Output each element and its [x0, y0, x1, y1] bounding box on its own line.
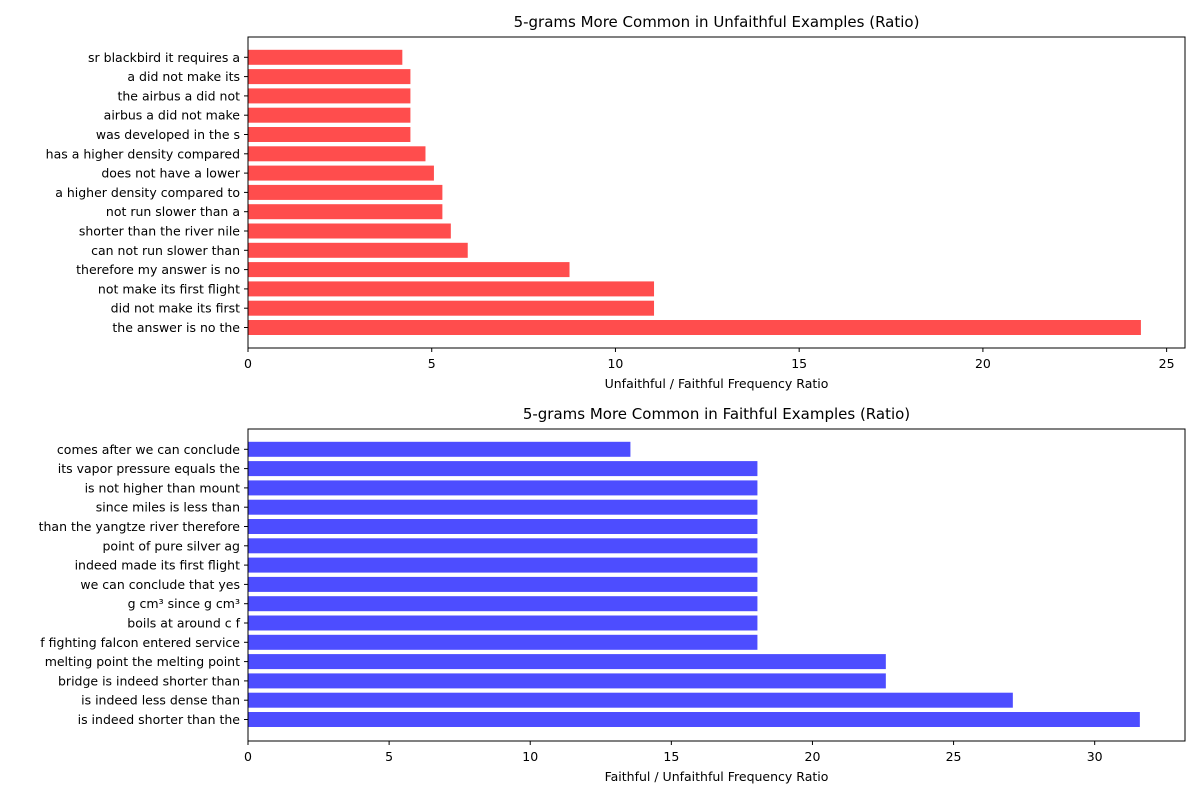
category-label: shorter than the river nile [79, 224, 240, 239]
category-label: since miles is less than [96, 500, 240, 515]
category-label: we can conclude that yes [80, 577, 240, 592]
x-axis-label: Faithful / Unfaithful Frequency Ratio [605, 769, 829, 784]
x-tick-label: 5 [385, 749, 393, 764]
category-label: g cm³ since g cm³ [128, 596, 240, 611]
bar [248, 634, 758, 650]
plot-frame [247, 428, 1186, 742]
category-label: bridge is indeed shorter than [58, 673, 240, 688]
x-axis-label: Unfaithful / Faithful Frequency Ratio [605, 376, 829, 391]
category-label: point of pure silver ag [102, 538, 240, 553]
bar [248, 441, 631, 457]
bar [248, 242, 468, 258]
chart-title: 5-grams More Common in Unfaithful Exampl… [514, 13, 920, 31]
category-label: has a higher density compared [46, 146, 240, 161]
bar [248, 49, 403, 65]
category-label: is indeed less dense than [81, 693, 240, 708]
category-label: therefore my answer is no [76, 262, 240, 277]
category-label: comes after we can conclude [57, 442, 240, 457]
x-tick-label: 25 [1159, 356, 1175, 371]
x-tick-label: 20 [975, 356, 991, 371]
bar [248, 480, 758, 496]
category-label: airbus a did not make [104, 108, 241, 123]
category-label: does not have a lower [101, 166, 241, 181]
bars-group [248, 49, 1141, 335]
unfaithful-ratio-chart: 5-grams More Common in Unfaithful Exampl… [46, 13, 1186, 391]
bar [248, 127, 411, 142]
category-label: is indeed shorter than the [78, 712, 241, 727]
bar [248, 165, 434, 181]
x-tick-label: 10 [607, 356, 623, 371]
category-label: can not run slower than [91, 243, 240, 258]
bar [248, 223, 451, 239]
bar [248, 557, 758, 573]
x-tick-label: 0 [244, 356, 252, 371]
bar [248, 654, 886, 670]
bar [248, 300, 655, 316]
bar [248, 320, 1141, 335]
bar [248, 499, 758, 515]
bar [248, 692, 1013, 708]
category-label: was developed in the s [96, 127, 240, 142]
x-tick-label: 15 [791, 356, 807, 371]
category-labels: the answer is no the did not make its fir… [46, 50, 248, 335]
x-tick-label: 10 [522, 749, 538, 764]
category-label: is not higher than mount [85, 480, 241, 495]
bar [248, 69, 411, 85]
chart-title: 5-grams More Common in Faithful Examples… [523, 405, 910, 423]
x-tick-label: 5 [428, 356, 436, 371]
bar [248, 576, 758, 592]
bar [248, 262, 570, 278]
bar [248, 712, 1140, 727]
category-label: sr blackbird it requires a [88, 50, 240, 65]
bar [248, 538, 758, 554]
bar [248, 519, 758, 534]
bar [248, 88, 411, 104]
x-ticks: 0 5 10 15 20 25 30 [244, 741, 1103, 764]
plot-frame [247, 36, 1186, 349]
x-tick-label: 15 [663, 749, 679, 764]
x-tick-label: 20 [805, 749, 821, 764]
bar [248, 281, 655, 297]
bar [248, 615, 758, 631]
category-label: its vapor pressure equals the [58, 461, 241, 476]
category-label: than the yangtze river therefore [39, 519, 241, 534]
x-ticks: 0 5 10 15 20 25 [244, 348, 1175, 371]
category-label: a did not make its [127, 69, 240, 84]
category-label: the airbus a did not [117, 88, 240, 103]
category-labels: is indeed shorter than the is indeed less… [39, 442, 248, 727]
bar [248, 596, 758, 612]
category-label: melting point the melting point [45, 654, 240, 669]
category-label: a higher density compared to [55, 185, 240, 200]
bar [248, 107, 411, 123]
bar [248, 204, 443, 220]
bar [248, 146, 426, 162]
bar [248, 673, 886, 689]
bar [248, 461, 758, 477]
x-tick-label: 25 [946, 749, 962, 764]
category-label: not make its first flight [98, 281, 240, 296]
category-label: boils at around c f [127, 616, 240, 631]
category-label: not run slower than a [106, 204, 240, 219]
x-tick-label: 30 [1087, 749, 1103, 764]
x-tick-label: 0 [244, 749, 252, 764]
category-label: did not make its first [111, 301, 240, 316]
category-label: the answer is no the [112, 320, 240, 335]
faithful-ratio-chart: 5-grams More Common in Faithful Examples… [39, 405, 1186, 784]
category-label: f fighting falcon entered service [40, 635, 240, 650]
category-label: indeed made its first flight [75, 558, 241, 573]
bars-group [248, 441, 1140, 727]
bar [248, 184, 443, 200]
